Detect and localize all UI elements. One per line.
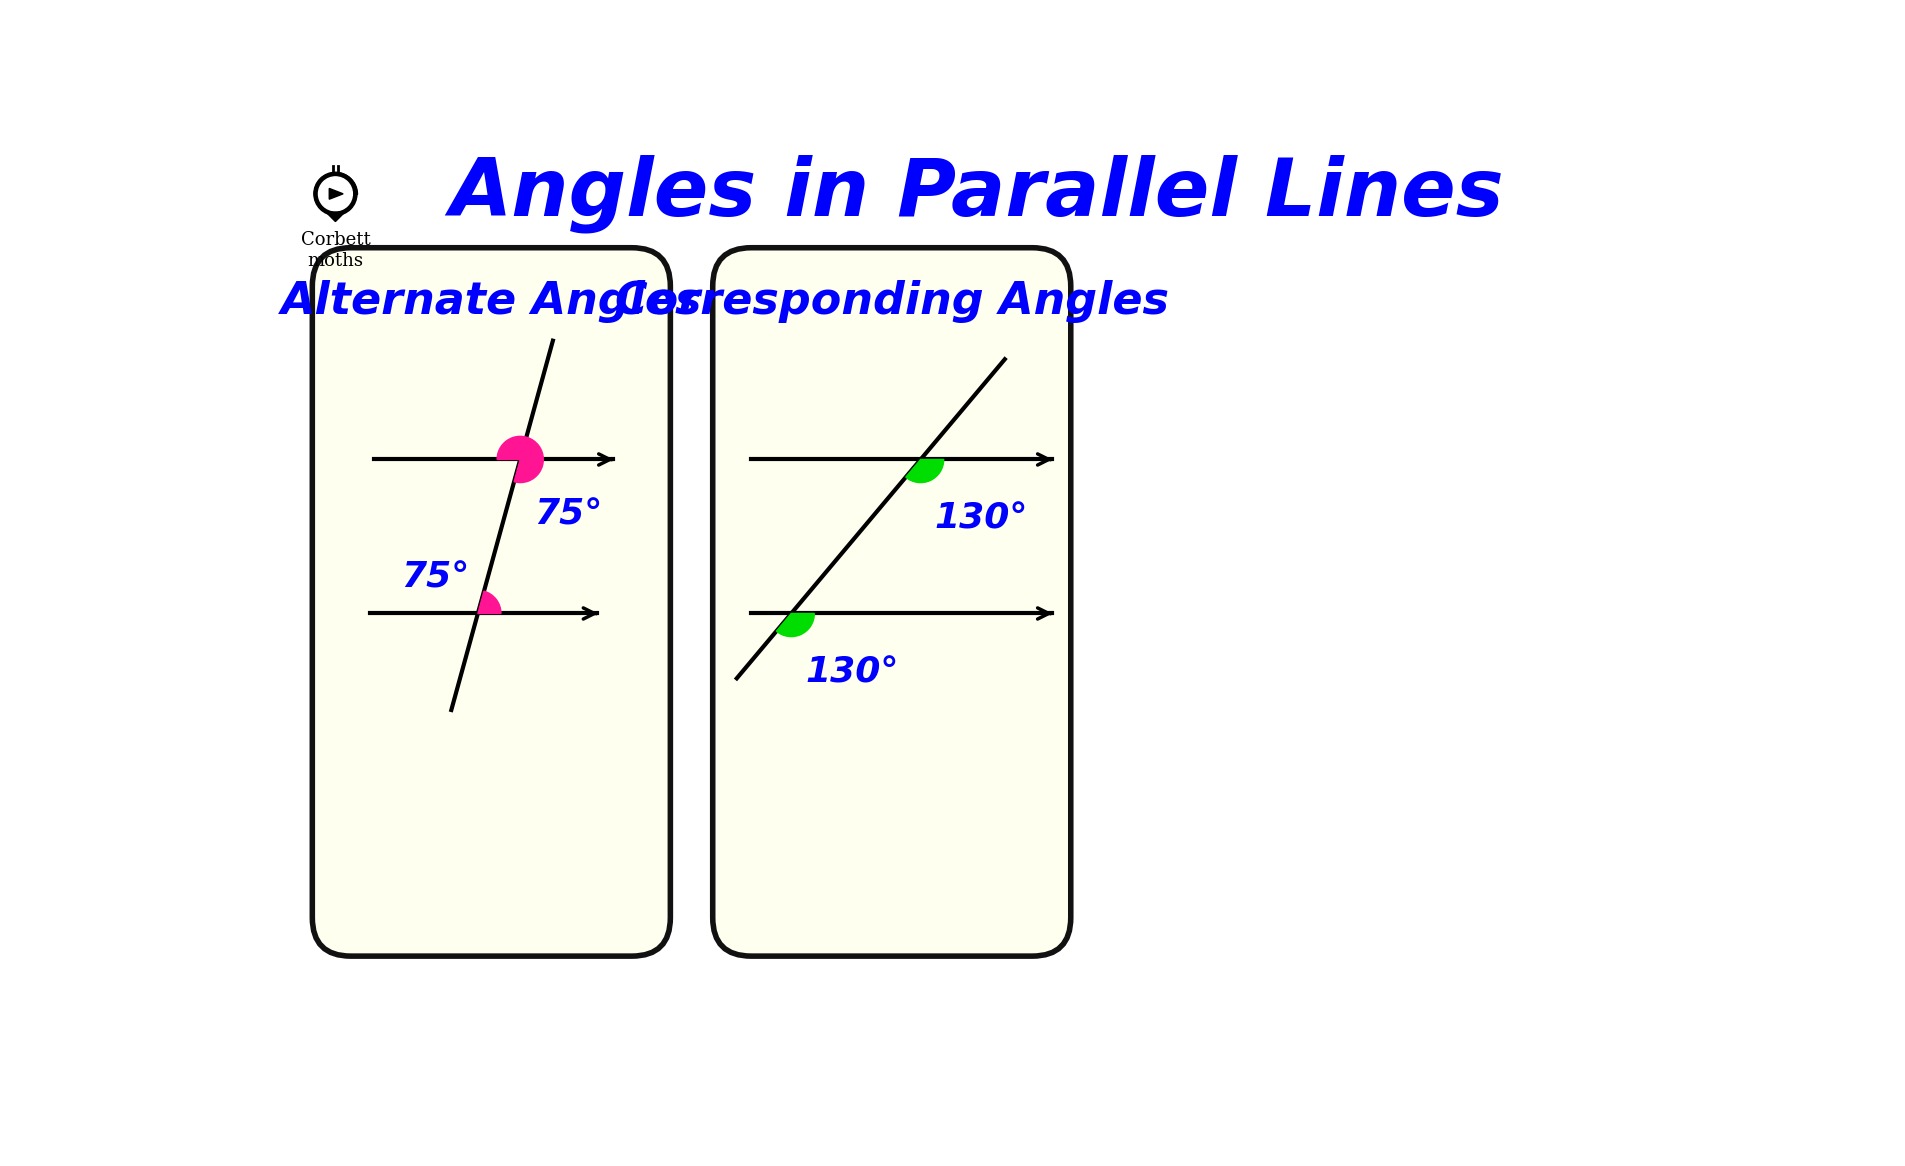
Text: 75°: 75° xyxy=(533,498,602,532)
Text: Corbett
mοths: Corbett mοths xyxy=(301,231,370,269)
Text: 130°: 130° xyxy=(804,655,897,690)
Text: 130°: 130° xyxy=(933,501,1027,536)
FancyBboxPatch shape xyxy=(712,247,1071,956)
Wedge shape xyxy=(905,459,943,483)
Text: Corresponding Angles: Corresponding Angles xyxy=(615,280,1168,323)
Wedge shape xyxy=(497,436,543,483)
Circle shape xyxy=(318,177,352,211)
Polygon shape xyxy=(326,212,345,222)
Text: Angles in Parallel Lines: Angles in Parallel Lines xyxy=(450,155,1503,233)
Text: Alternate Angles: Alternate Angles xyxy=(280,280,701,323)
Polygon shape xyxy=(330,189,343,199)
FancyBboxPatch shape xyxy=(312,247,671,956)
Wedge shape xyxy=(478,591,501,613)
Wedge shape xyxy=(775,613,813,637)
Text: 75°: 75° xyxy=(400,560,469,595)
Circle shape xyxy=(314,173,356,216)
